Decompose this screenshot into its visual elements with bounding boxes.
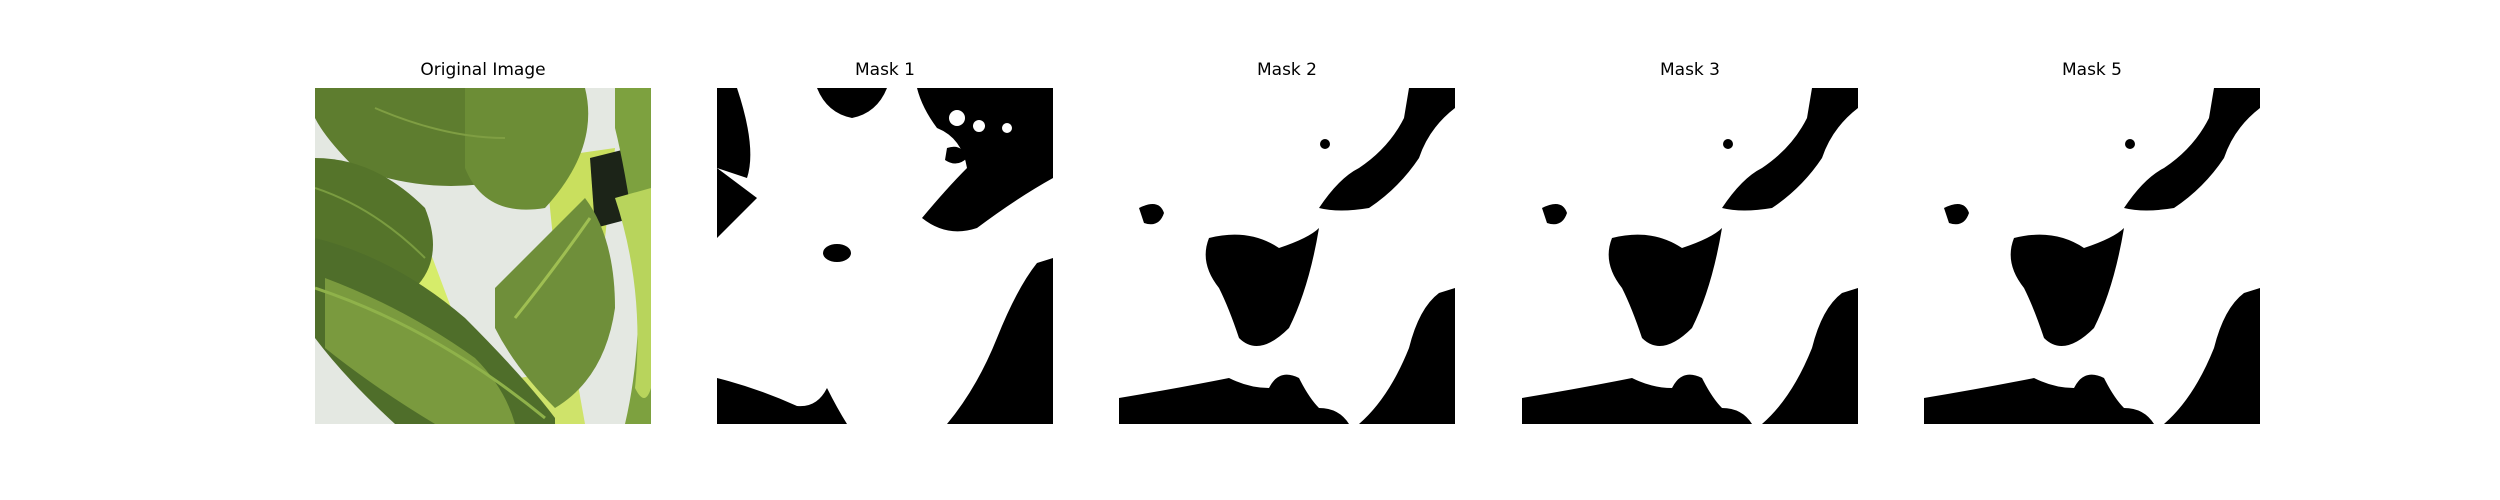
leaf-photo [315,88,651,424]
panel-original-image: Original Image [313,58,653,424]
panel-mask-5: Mask 5 [1922,58,2262,424]
panel-title: Mask 2 [1256,60,1317,80]
panel-mask-3: Mask 3 [1520,58,1860,424]
segmentation-mask [717,88,1053,424]
segmentation-mask [1119,88,1455,424]
panel-title: Mask 1 [854,60,915,80]
panel-title: Mask 3 [1659,60,1720,80]
panel-mask-2: Mask 2 [1117,58,1457,424]
panel-title: Original Image [420,60,546,80]
panel-title: Mask 5 [2061,60,2122,80]
segmentation-mask [1924,88,2260,424]
panel-mask-1: Mask 1 [715,58,1055,424]
segmentation-mask [1522,88,1858,424]
